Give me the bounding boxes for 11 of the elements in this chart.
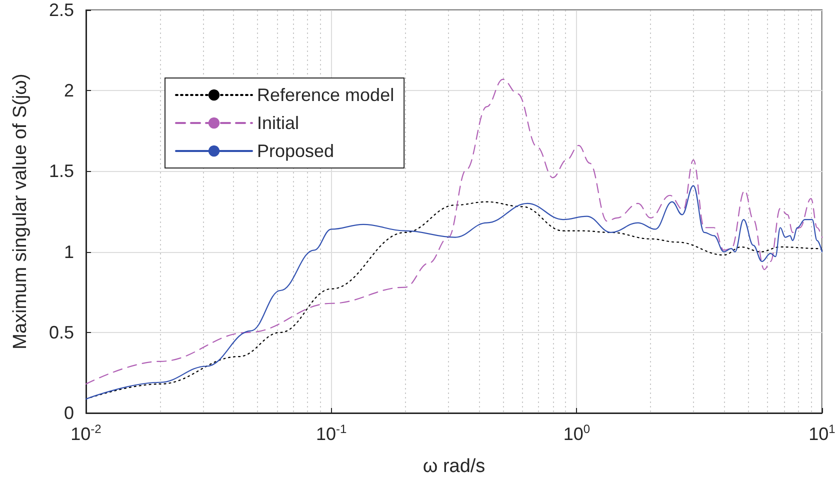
legend-label: Initial <box>257 113 300 133</box>
legend-label: Proposed <box>257 141 334 161</box>
y-tick-label: 1.5 <box>48 161 74 182</box>
y-tick-label: 2 <box>64 80 74 101</box>
legend-label: Reference model <box>257 85 394 105</box>
y-tick-label: 1 <box>64 242 74 262</box>
y-tick-label: 0 <box>64 403 74 423</box>
y-tick-label: 0.5 <box>48 322 74 342</box>
y-axis-title: Maximum singular value of S(jω) <box>10 74 31 350</box>
y-tick-label: 2.5 <box>48 0 74 20</box>
x-axis-title: ω rad/s <box>422 456 486 477</box>
